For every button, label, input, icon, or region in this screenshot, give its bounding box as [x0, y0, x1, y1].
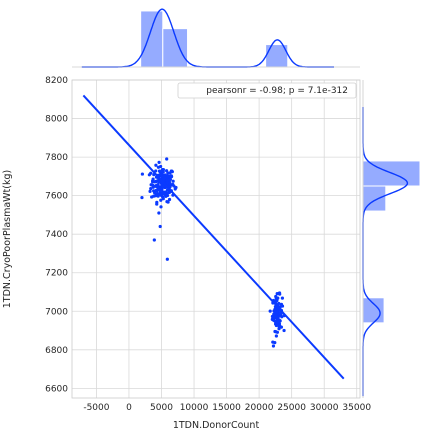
x-tick-label: 20000 [245, 403, 274, 413]
x-tick-labels: -5000 0 5000 10000 15000 20000 25000 30000 35000 [83, 403, 371, 413]
y-tick-label: 6800 [45, 346, 68, 356]
scatter-point [140, 195, 144, 200]
scatter-point [277, 327, 281, 331]
scatter-point [154, 169, 158, 173]
scatter-point [278, 292, 282, 296]
legend-box [177, 82, 357, 99]
scatter-point [273, 307, 277, 311]
scatter-point [161, 170, 165, 174]
scatter-point [275, 321, 279, 325]
y-kde-curve [362, 107, 409, 397]
plot-frame [71, 79, 361, 399]
scatter-point [166, 171, 170, 175]
scatter-point [282, 328, 286, 333]
scatter-point [272, 312, 276, 316]
scatter-point [158, 224, 162, 229]
y-tick-label: 7800 [45, 153, 68, 163]
scatter-point [174, 185, 178, 190]
scatter-point [275, 310, 279, 314]
scatter-point [165, 174, 169, 178]
scatter-point [157, 211, 161, 215]
x-tick-label: 25000 [277, 403, 306, 413]
scatter-point [154, 193, 158, 197]
x-tick-label: 5000 [150, 403, 173, 413]
scatter-point [153, 191, 157, 195]
scatter-point [149, 187, 153, 191]
y-histogram-bar [362, 297, 385, 324]
scatter-point [268, 309, 272, 313]
x-tick-label: -5000 [83, 403, 109, 413]
scatter-point [161, 197, 165, 201]
scatter-point [169, 169, 173, 173]
y-tick-label: 7000 [45, 307, 68, 317]
scatter-point [157, 160, 161, 165]
scatter-point [162, 177, 166, 181]
x-tick-label: 35000 [342, 403, 371, 413]
scatter-point [154, 163, 158, 167]
scatter-point [156, 165, 161, 169]
scatter-point [273, 315, 277, 319]
y-tick-label: 7600 [45, 192, 68, 202]
scatter-point [155, 202, 159, 206]
correlation-annotation: pearsonr = -0.98; p = 7.1e-312 [206, 86, 348, 96]
scatter-point [280, 296, 284, 300]
scatter-point [171, 182, 175, 187]
scatter-point [167, 197, 172, 202]
scatter-point [159, 205, 163, 209]
vertical-gridlines [96, 80, 358, 398]
scatter-point [271, 344, 276, 348]
scatter-point [270, 314, 275, 319]
y-tick-label: 8200 [45, 76, 68, 86]
scatter-point [155, 184, 159, 189]
scatter-point [165, 180, 170, 185]
x-marginal-distribution [72, 8, 360, 68]
regression-line [82, 94, 345, 380]
scatter-point [151, 183, 155, 188]
scatter-point [273, 329, 277, 334]
y-tick-label: 7400 [45, 230, 68, 240]
legend: pearsonr = -0.98; p = 7.1e-312 [177, 82, 357, 99]
x-tick-label: 15000 [212, 403, 241, 413]
y-tick-label: 8000 [45, 115, 68, 125]
y-tick-labels: 6600 6800 7000 7200 7400 7600 7800 8000 8200 [45, 76, 68, 394]
x-tick-label: 30000 [310, 403, 339, 413]
x-axis-label: 1TDN.DonorCount [173, 420, 260, 431]
y-axis-label: 1TDN.CryoPoorPlasmaWt(kg) [2, 170, 13, 308]
scatter-point [271, 340, 275, 344]
y-tick-label: 6600 [45, 384, 68, 394]
scatter-point [165, 257, 169, 261]
scatter-point [157, 179, 161, 183]
x-tick-label: 10000 [180, 403, 209, 413]
scatter-point [159, 193, 164, 198]
y-marginal-distribution [362, 80, 421, 398]
scatter-point [165, 157, 169, 161]
scatter-point [161, 190, 165, 194]
scatter-point [160, 188, 164, 192]
scatter-point [278, 324, 282, 328]
scatter-point [274, 294, 278, 299]
scatter-point [275, 330, 280, 334]
scatter-point [164, 194, 168, 198]
scatter-point [140, 172, 145, 176]
x-histogram-bar [140, 10, 164, 68]
scatter-point [166, 200, 170, 204]
scatter-point [162, 174, 166, 178]
scatter-point [169, 174, 173, 178]
horizontal-gridlines [72, 79, 360, 389]
y-tick-label: 7200 [45, 269, 68, 279]
scatter-point [152, 194, 156, 198]
scatter-point [171, 179, 175, 183]
scatter-point [147, 173, 151, 177]
scatter-point [152, 238, 156, 242]
scatter-point [151, 179, 155, 183]
x-tick-label: 0 [126, 403, 132, 413]
scatter-point [280, 304, 284, 308]
main-plot-area [71, 79, 361, 399]
scatter-point [157, 169, 162, 173]
scatter-point [159, 198, 163, 202]
scatter-point [148, 189, 152, 193]
scatter-point [274, 334, 278, 338]
x-kde-curve [81, 8, 334, 68]
